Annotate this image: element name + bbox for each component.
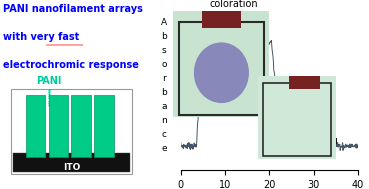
Text: c: c [162, 130, 167, 139]
Text: r: r [162, 74, 166, 83]
Text: o: o [162, 60, 167, 69]
Bar [202, 11, 241, 28]
Bar [263, 83, 331, 156]
Text: with very fast: with very fast [3, 32, 79, 42]
Bar [49, 94, 68, 157]
Text: PANI nanofilament arrays: PANI nanofilament arrays [3, 4, 143, 14]
Bar [94, 94, 114, 157]
Text: A: A [161, 18, 167, 27]
Bar [11, 89, 131, 174]
Text: bleaching: bleaching [290, 136, 338, 146]
Text: a: a [162, 102, 167, 111]
Text: ITO: ITO [63, 163, 80, 172]
Circle shape [194, 43, 248, 102]
Text: PANI: PANI [36, 76, 61, 86]
Text: electrochromic response: electrochromic response [3, 60, 139, 70]
Bar [13, 153, 130, 172]
Text: n: n [161, 116, 167, 125]
Text: e: e [161, 144, 167, 153]
Bar [179, 22, 263, 115]
Text: coloration: coloration [210, 0, 258, 9]
Bar [26, 94, 45, 157]
Text: b: b [161, 32, 167, 41]
Text: s: s [162, 46, 166, 55]
Text: b: b [161, 88, 167, 97]
Bar [289, 76, 320, 89]
Bar [72, 94, 91, 157]
